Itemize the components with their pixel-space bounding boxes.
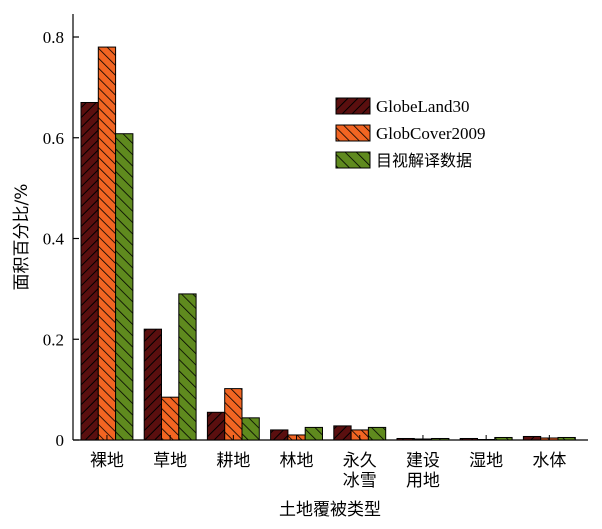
x-tick-label: 湿地 — [469, 451, 503, 471]
x-tick-label: 草地 — [153, 451, 187, 471]
bar-GlobeLand30-耕地 — [206, 411, 226, 441]
bar-目视解译数据-永久冰雪 — [367, 426, 387, 441]
bar-目视解译数据-裸地 — [115, 133, 134, 441]
bar-GlobCover2009-耕地 — [224, 388, 243, 441]
bar-GlobCover2009-草地 — [161, 396, 180, 441]
bar-目视解译数据-耕地 — [241, 417, 260, 441]
bar-GlobeLand30-永久冰雪 — [333, 425, 352, 441]
y-ticks: 0 0.2 0.4 0.6 0.8 — [43, 28, 79, 450]
x-tick-label: 冰雪 — [343, 471, 377, 491]
y-tick-label: 0 — [56, 431, 65, 450]
x-tick-label: 林地 — [280, 451, 314, 471]
legend-swatch — [335, 97, 371, 115]
bar-目视解译数据-林地 — [304, 426, 324, 441]
bar-GlobeLand30-建设用地 — [396, 437, 415, 441]
bar-GlobeLand30-草地 — [143, 328, 162, 441]
x-tick-label: 裸地 — [90, 451, 124, 471]
y-tick-label: 0.2 — [43, 330, 64, 349]
bar-GlobeLand30-水体 — [522, 435, 542, 441]
legend-label: GlobeLand30 — [376, 97, 469, 116]
y-axis-title: 面积百分比/% — [12, 184, 32, 291]
x-tick-label: 耕地 — [216, 451, 250, 471]
bar-目视解译数据-水体 — [557, 436, 576, 441]
legend-label: GlobCover2009 — [376, 124, 486, 143]
y-tick-label: 0.4 — [43, 230, 65, 249]
legend-label: 目视解译数据 — [376, 151, 472, 170]
y-tick-label: 0.6 — [43, 129, 64, 148]
bars — [80, 46, 576, 441]
x-axis-title: 土地覆被类型 — [279, 500, 381, 520]
x-tick-label: 建设 — [406, 451, 440, 471]
x-tick-label: 永久 — [343, 451, 377, 471]
bar-GlobCover2009-裸地 — [97, 46, 117, 441]
bar-目视解译数据-湿地 — [494, 436, 513, 441]
x-tick-label: 用地 — [406, 471, 440, 491]
bar-GlobeLand30-林地 — [270, 429, 289, 441]
legend-swatch — [335, 151, 371, 169]
bar-GlobeLand30-湿地 — [459, 437, 479, 441]
bar-目视解译数据-建设用地 — [431, 437, 450, 441]
bar-GlobeLand30-裸地 — [80, 101, 99, 441]
x-tick-label: 水体 — [532, 451, 566, 471]
y-tick-label: 0.8 — [43, 28, 64, 47]
legend-swatch — [335, 124, 371, 142]
legend: GlobeLand30 GlobCover2009 目视解译数据 — [335, 97, 486, 170]
bar-目视解译数据-草地 — [178, 293, 197, 441]
